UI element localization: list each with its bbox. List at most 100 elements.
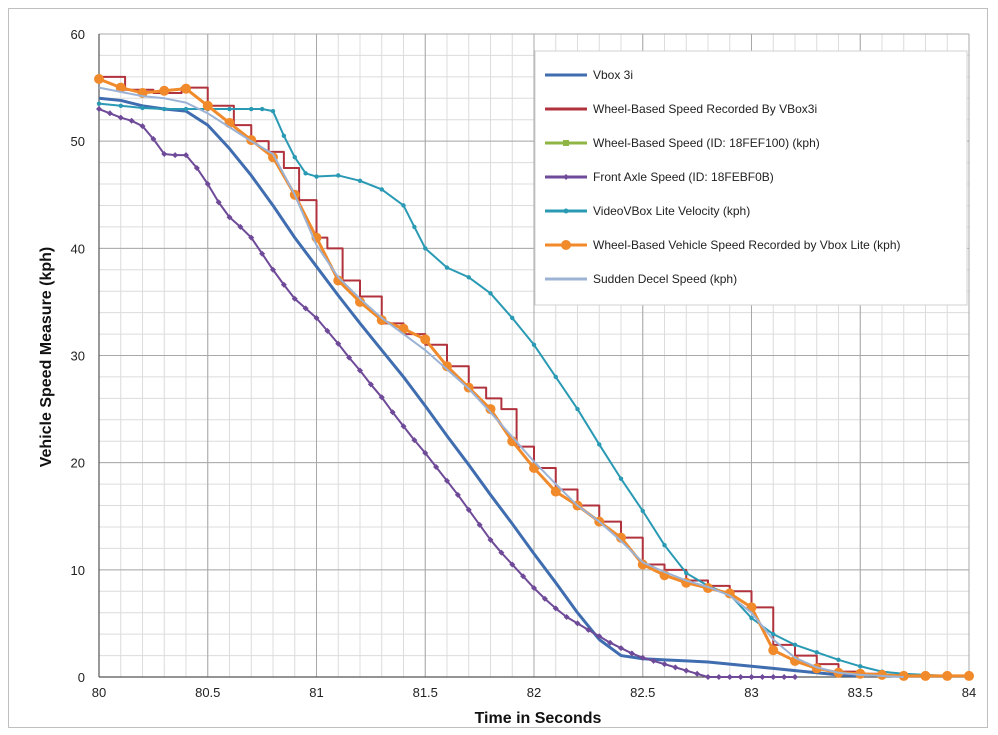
data-point [444, 265, 450, 270]
data-point [281, 133, 287, 139]
data-point [485, 404, 496, 415]
data-point [139, 123, 146, 130]
data-point [161, 151, 168, 158]
data-point [333, 275, 344, 286]
legend-label: Wheel-Based Speed Recorded By VBox3i [593, 102, 817, 116]
data-point [96, 101, 102, 106]
legend-item: Wheel-Based Speed (ID: 18FEF100) (kph) [545, 136, 820, 150]
data-point [553, 374, 558, 380]
data-point [476, 521, 483, 528]
data-point [575, 406, 580, 412]
data-point [444, 477, 450, 484]
data-point [858, 664, 863, 669]
data-point [433, 463, 440, 470]
x-axis-title: Time in Seconds [475, 710, 602, 727]
data-point [259, 106, 265, 112]
data-point [226, 214, 233, 221]
y-tick-label: 30 [71, 349, 85, 364]
series-line [98, 86, 904, 678]
data-point [118, 103, 123, 109]
data-point [488, 291, 493, 296]
legend-item: VideoVBox Lite Velocity (kph) [545, 204, 750, 218]
data-point [291, 295, 298, 302]
data-point [855, 668, 866, 679]
data-point [389, 409, 396, 416]
data-point [661, 661, 668, 668]
legend-label: Front Axle Speed (ID: 18FEBF0B) [593, 170, 774, 184]
data-point [639, 654, 646, 661]
legend-label: Wheel-Based Speed (ID: 18FEF100) (kph) [593, 136, 820, 150]
y-tick-label: 10 [71, 563, 85, 578]
x-tick-label: 81.5 [413, 685, 438, 700]
legend-item: Front Axle Speed (ID: 18FEBF0B) [545, 170, 774, 184]
x-tick-label: 82 [527, 685, 541, 700]
line-chart: 80 80.5 81 81.5 82 82.5 83 83.5 840102030405060 … [38, 27, 976, 727]
data-point [249, 106, 254, 112]
data-point [140, 105, 145, 111]
data-point [324, 327, 331, 334]
data-point [202, 100, 213, 111]
data-point [684, 570, 689, 576]
data-point [748, 674, 755, 680]
data-point [367, 381, 374, 388]
data-point [531, 585, 537, 592]
data-point [726, 674, 733, 680]
data-point [792, 642, 798, 648]
data-point [607, 639, 614, 646]
data-point [531, 342, 537, 347]
data-point [313, 314, 320, 321]
data-point [237, 223, 244, 230]
legend-label: Wheel-Based Vehicle Speed Recorded by Vb… [593, 238, 901, 252]
data-point [336, 173, 341, 178]
data-point [550, 486, 561, 497]
data-point [335, 340, 342, 347]
chart-frame: 80 80.5 81 81.5 82 82.5 83 83.5 84 0 10 20 30 40 50 60 … [8, 8, 988, 728]
data-point [724, 588, 735, 599]
data-point [411, 437, 418, 444]
y-tick-label: 0 [78, 670, 85, 685]
data-point [357, 367, 363, 374]
x-tick-label: 83.5 [848, 685, 873, 700]
data-point [942, 670, 953, 681]
data-point [768, 645, 779, 656]
data-point [183, 152, 189, 159]
data-point [737, 674, 744, 680]
data-point [498, 549, 505, 556]
data-point [379, 187, 384, 192]
data-point [814, 650, 819, 655]
data-point [683, 667, 690, 674]
data-point [270, 108, 276, 114]
data-point [487, 536, 494, 543]
legend-marker [563, 140, 569, 146]
data-point [662, 542, 667, 548]
data-point [509, 561, 516, 568]
legend-label: Sudden Decel Speed (kph) [593, 272, 737, 286]
data-point [346, 354, 353, 361]
data-point [694, 670, 701, 677]
data-point [280, 281, 287, 288]
data-point [412, 224, 417, 230]
data-point [616, 532, 626, 543]
data-point [552, 605, 559, 612]
data-point [715, 674, 722, 680]
data-point [162, 106, 167, 112]
data-point [770, 674, 777, 680]
data-point [172, 152, 179, 159]
data-point [454, 491, 461, 498]
data-point [749, 615, 754, 621]
data-point [106, 110, 113, 117]
data-point [400, 423, 407, 430]
data-point [836, 657, 841, 663]
series-line [99, 75, 905, 677]
legend-label: VideoVBox Lite Velocity (kph) [593, 204, 750, 218]
y-axis-title: Vehicle Speed Measure (kph) [38, 247, 55, 468]
data-point [597, 442, 602, 447]
data-point [618, 645, 624, 652]
data-point [672, 664, 679, 671]
series-2 [99, 75, 905, 677]
data-point [650, 657, 657, 664]
x-tick-label: 81 [309, 685, 323, 700]
legend-item: Sudden Decel Speed (kph) [545, 272, 737, 286]
y-tick-label: 20 [71, 456, 85, 471]
data-point [637, 559, 648, 570]
